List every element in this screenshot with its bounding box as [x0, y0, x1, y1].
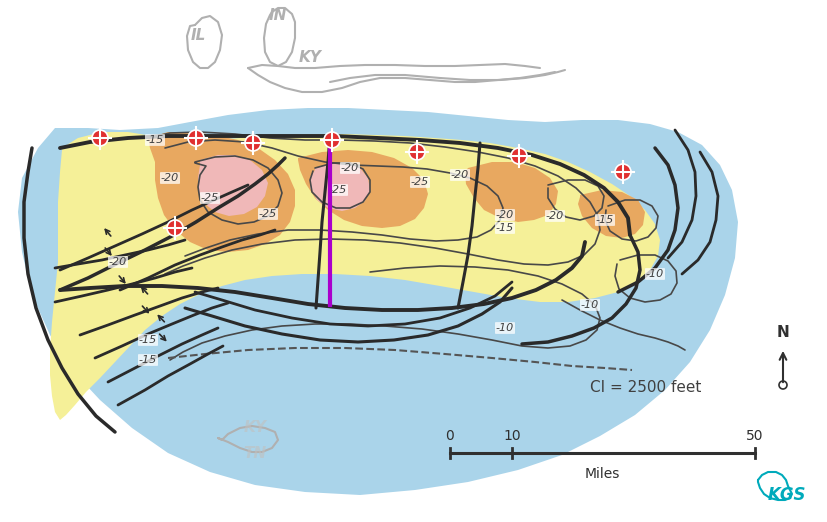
- Polygon shape: [578, 190, 645, 238]
- Text: -15: -15: [139, 335, 157, 345]
- Circle shape: [167, 220, 183, 236]
- Text: -10: -10: [496, 323, 514, 333]
- Text: 0: 0: [446, 429, 454, 443]
- Circle shape: [188, 130, 204, 146]
- Text: -15: -15: [596, 215, 614, 225]
- Polygon shape: [148, 132, 295, 252]
- Text: -20: -20: [546, 211, 564, 221]
- Text: -15: -15: [146, 135, 164, 145]
- Text: CI = 2500 feet: CI = 2500 feet: [590, 381, 701, 396]
- Circle shape: [409, 144, 425, 160]
- Text: KGS: KGS: [767, 486, 806, 504]
- Polygon shape: [50, 132, 660, 420]
- Text: -15: -15: [139, 355, 157, 365]
- Text: -10: -10: [581, 300, 599, 310]
- Text: -20: -20: [109, 257, 127, 267]
- Polygon shape: [198, 155, 268, 216]
- Text: -20: -20: [451, 170, 469, 180]
- Text: TN: TN: [243, 446, 266, 461]
- Circle shape: [324, 132, 340, 148]
- Text: -25: -25: [201, 193, 219, 203]
- Circle shape: [615, 164, 631, 180]
- Text: KY: KY: [244, 421, 266, 435]
- Polygon shape: [18, 108, 738, 495]
- Polygon shape: [465, 162, 558, 222]
- Text: -25: -25: [259, 209, 277, 219]
- Text: -20: -20: [496, 210, 514, 220]
- Text: KY: KY: [299, 51, 322, 65]
- Text: -25: -25: [411, 177, 429, 187]
- Text: Miles: Miles: [585, 467, 620, 481]
- Text: IL: IL: [190, 28, 206, 42]
- Text: -25: -25: [329, 185, 347, 195]
- Circle shape: [92, 130, 108, 146]
- Text: -20: -20: [341, 163, 359, 173]
- Circle shape: [779, 381, 787, 389]
- Text: N: N: [777, 325, 790, 340]
- Circle shape: [245, 135, 261, 151]
- Polygon shape: [310, 163, 370, 211]
- Text: 10: 10: [503, 429, 521, 443]
- Circle shape: [511, 148, 527, 164]
- Polygon shape: [298, 150, 428, 228]
- Text: -10: -10: [646, 269, 664, 279]
- Text: 50: 50: [746, 429, 764, 443]
- Text: -15: -15: [496, 223, 514, 233]
- Text: IN: IN: [269, 7, 287, 22]
- Text: -20: -20: [161, 173, 179, 183]
